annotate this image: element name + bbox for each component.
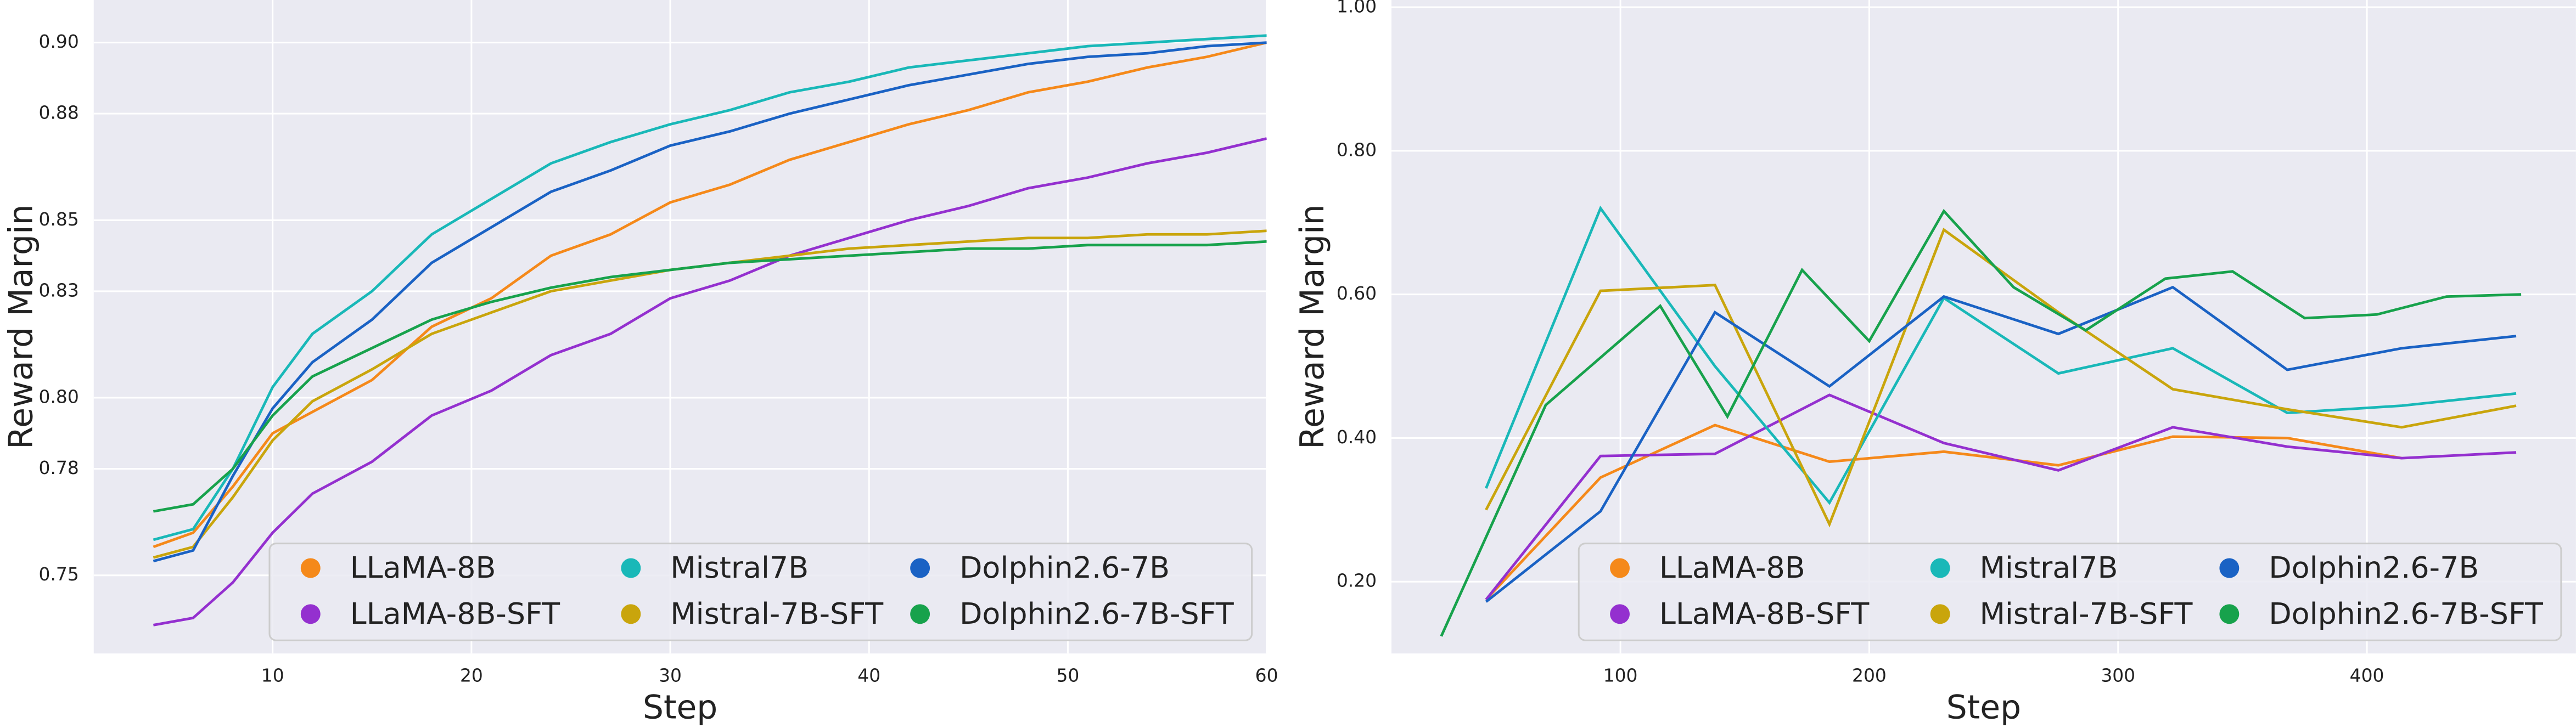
legend-label: Mistral7B [1979, 550, 2118, 585]
y-tick-label: 0.80 [1337, 139, 1377, 160]
x-tick-label: 20 [460, 665, 483, 686]
legend-label: LLaMA-8B-SFT [1659, 596, 1870, 631]
x-tick-label: 60 [1255, 665, 1278, 686]
y-tick-label: 0.88 [39, 102, 79, 123]
line-series [153, 34, 1267, 541]
line-series [153, 137, 1267, 627]
legend-label: Dolphin2.6-7B [2269, 550, 2479, 585]
x-axis-label: Step [643, 688, 717, 726]
lines [1440, 205, 2522, 637]
y-axis-label: Reward Margin [1293, 204, 1332, 449]
x-tick-label: 30 [659, 665, 682, 686]
legend-marker [300, 604, 321, 624]
y-axis-label: Reward Margin [2, 204, 41, 449]
legend-marker [1610, 558, 1630, 578]
legend-marker [621, 604, 641, 624]
legend-marker [1930, 558, 1950, 578]
legend-marker [621, 558, 641, 578]
legend-label: Mistral-7B-SFT [1979, 596, 2193, 631]
legend-marker [1610, 604, 1630, 624]
legend-label: Dolphin2.6-7B-SFT [959, 596, 1234, 631]
line-series [1485, 424, 2402, 601]
y-tick-label: 0.20 [1337, 570, 1377, 591]
legend-label: Mistral7B [670, 550, 809, 585]
legend-marker [910, 558, 930, 578]
legend-label: LLaMA-8B-SFT [350, 596, 560, 631]
y-tick-label: 0.75 [39, 563, 79, 585]
legend-label: LLaMA-8B [350, 550, 496, 585]
y-tick-label: 0.90 [39, 31, 79, 52]
legend-marker [1930, 604, 1950, 624]
legend-marker [2219, 558, 2240, 578]
legend-marker [2219, 604, 2240, 624]
legend-label: Mistral-7B-SFT [670, 596, 884, 631]
y-tick-label: 0.78 [39, 457, 79, 478]
y-tick-label: 1.00 [1337, 0, 1377, 17]
line-series [1485, 285, 2517, 603]
y-tick-label: 0.60 [1337, 283, 1377, 304]
line-series [1485, 393, 2517, 601]
legend: LLaMA-8B LLaMA-8B-SFT Mistral7B Mistral-7B-… [1578, 543, 2562, 641]
x-axis-label: Step [1946, 688, 2021, 726]
y-tick-label: 0.80 [39, 386, 79, 408]
legend-box [268, 543, 1253, 641]
legend-marker [300, 558, 321, 578]
x-tick-label: 40 [857, 665, 880, 686]
subplot: 10 20 30 40 50 60 0.75 0.78 0.80 0.83 0.85 0.88 0.90… [2, 0, 1278, 726]
x-tick-label: 100 [1603, 665, 1638, 686]
line-series [153, 240, 1267, 513]
legend-label: Dolphin2.6-7B [959, 550, 1170, 585]
x-tick-label: 50 [1056, 665, 1079, 686]
lines [153, 34, 1267, 627]
legend-marker [910, 604, 930, 624]
x-tick-label: 200 [1852, 665, 1887, 686]
subplot: 100 200 300 400 0.20 0.40 0.60 0.80 1.00 Step Rewa… [1293, 0, 2576, 726]
legend-label: LLaMA-8B [1659, 550, 1805, 585]
y-tick-label: 0.85 [39, 208, 79, 230]
y-tick-label: 0.40 [1337, 426, 1377, 448]
y-tick-label: 0.83 [39, 279, 79, 301]
x-tick-label: 10 [261, 665, 284, 686]
line-series [1440, 208, 2522, 637]
legend: LLaMA-8B LLaMA-8B-SFT Mistral7B Mistral-7B-… [268, 543, 1253, 641]
legend-box [1578, 543, 2562, 641]
line-series [1485, 228, 2517, 528]
x-tick-label: 300 [2101, 665, 2135, 686]
legend-label: Dolphin2.6-7B-SFT [2269, 596, 2544, 631]
x-tick-label: 400 [2350, 665, 2384, 686]
line-series [153, 41, 1267, 563]
